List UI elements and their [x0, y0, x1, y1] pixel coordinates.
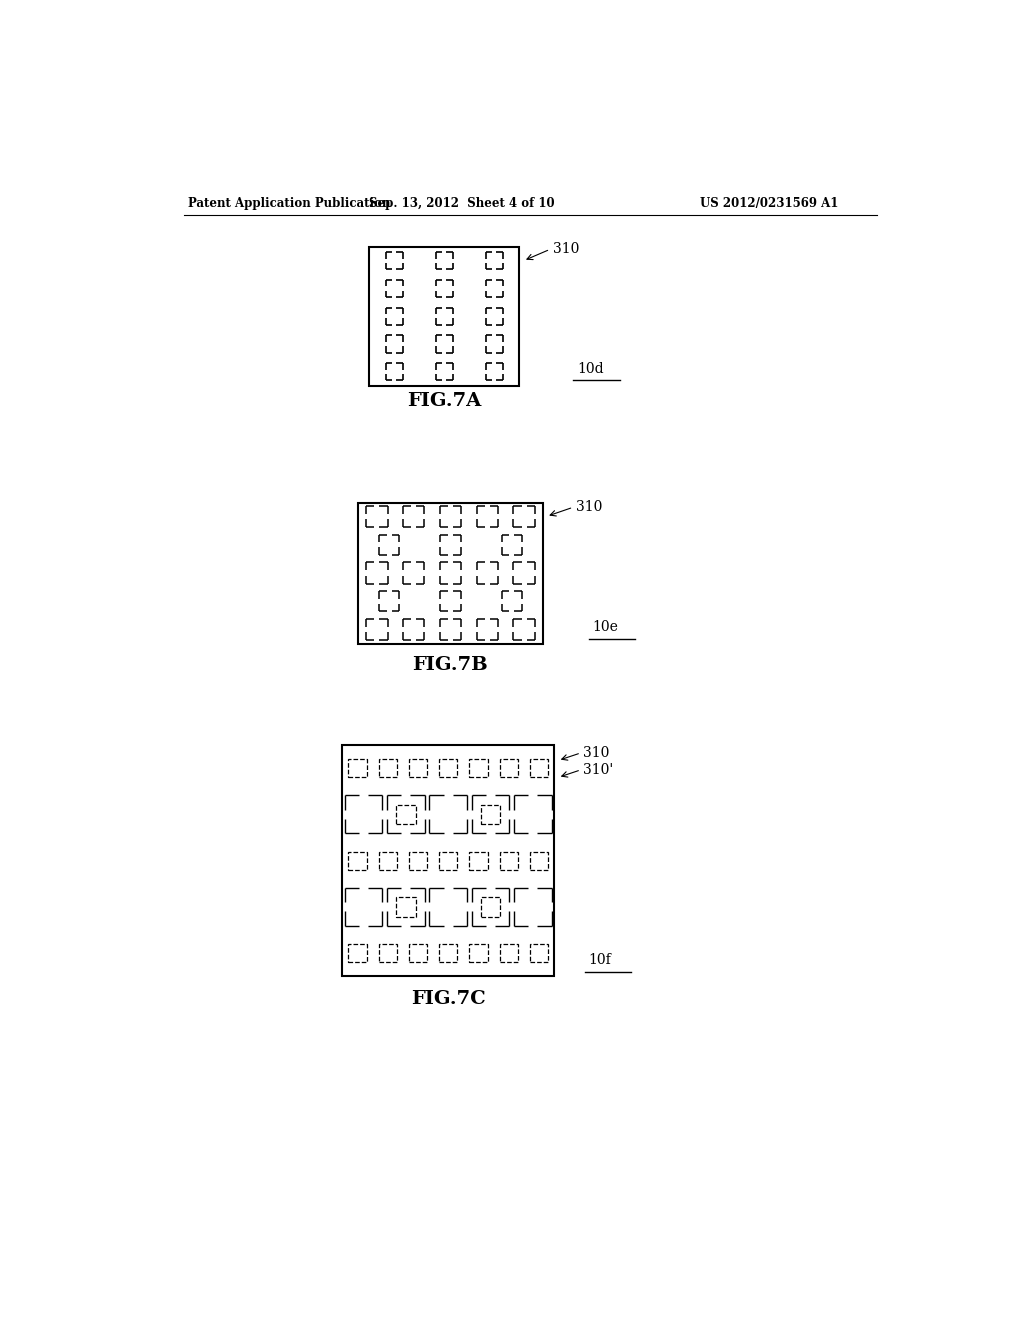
- Bar: [342, 744, 554, 977]
- Bar: [480, 898, 501, 916]
- Bar: [379, 759, 396, 777]
- Bar: [348, 851, 367, 870]
- Bar: [396, 898, 416, 916]
- Text: 310: 310: [584, 746, 609, 760]
- Bar: [439, 944, 458, 962]
- Text: 10f: 10f: [589, 953, 611, 966]
- Text: Sep. 13, 2012  Sheet 4 of 10: Sep. 13, 2012 Sheet 4 of 10: [369, 197, 554, 210]
- Bar: [358, 503, 543, 644]
- Text: 310: 310: [553, 243, 579, 256]
- Bar: [379, 944, 396, 962]
- Bar: [469, 759, 487, 777]
- Bar: [396, 805, 416, 824]
- Bar: [348, 759, 367, 777]
- Bar: [529, 851, 548, 870]
- Text: 10e: 10e: [593, 620, 618, 635]
- Bar: [500, 759, 518, 777]
- Bar: [409, 851, 427, 870]
- Bar: [409, 944, 427, 962]
- Bar: [480, 805, 501, 824]
- Bar: [439, 759, 458, 777]
- Bar: [469, 851, 487, 870]
- Bar: [370, 247, 519, 385]
- Bar: [500, 851, 518, 870]
- Bar: [529, 944, 548, 962]
- Bar: [379, 851, 396, 870]
- Text: US 2012/0231569 A1: US 2012/0231569 A1: [700, 197, 839, 210]
- Text: Patent Application Publication: Patent Application Publication: [188, 197, 391, 210]
- Bar: [439, 851, 458, 870]
- Bar: [348, 944, 367, 962]
- Bar: [469, 944, 487, 962]
- Bar: [500, 944, 518, 962]
- Text: 310: 310: [575, 500, 602, 515]
- Bar: [409, 759, 427, 777]
- Text: 310': 310': [584, 763, 613, 776]
- Text: FIG.7A: FIG.7A: [408, 392, 481, 411]
- Text: FIG.7B: FIG.7B: [413, 656, 488, 675]
- Text: 10d: 10d: [578, 362, 604, 376]
- Text: FIG.7C: FIG.7C: [411, 990, 485, 1008]
- Bar: [529, 759, 548, 777]
